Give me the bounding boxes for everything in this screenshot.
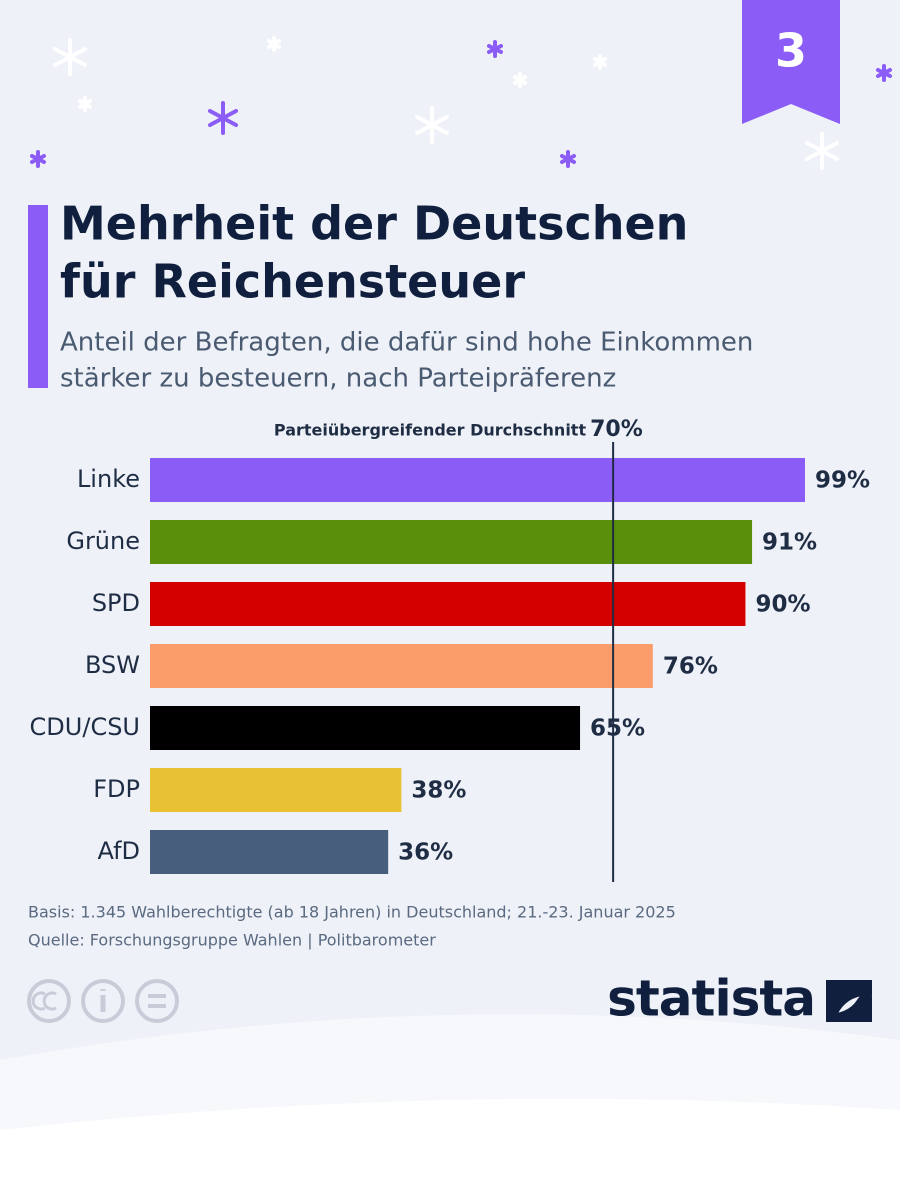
value-label: 99% (815, 468, 870, 494)
value-label: 38% (411, 778, 466, 804)
value-label: 76% (663, 654, 718, 680)
bar (150, 706, 581, 750)
value-label: 36% (398, 840, 453, 866)
bar (150, 830, 389, 874)
bar (150, 768, 402, 812)
category-label: AfD (98, 837, 141, 865)
decoration-stars (53, 36, 839, 170)
badge-number: 3 (775, 24, 807, 78)
chart-subtitle: Anteil der Befragten, die dafür sind hoh… (60, 328, 753, 358)
logo-text: statista (607, 970, 815, 1028)
badge-ribbon (742, 0, 840, 124)
reference-value-label: 70% (590, 417, 643, 442)
license-icons (27, 979, 179, 1023)
category-label: BSW (85, 651, 140, 679)
chart-title: Mehrheit der Deutschen (60, 197, 688, 251)
category-label: SPD (92, 589, 140, 617)
category-label: FDP (93, 775, 140, 803)
category-label: CDU/CSU (30, 713, 140, 741)
title-accent (28, 205, 48, 388)
value-label: 90% (755, 592, 810, 618)
bar (150, 520, 753, 564)
bar (150, 644, 653, 688)
chart-title: für Reichensteuer (60, 255, 525, 309)
note: Basis: 1.345 Wahlberechtigte (ab 18 Jahr… (28, 903, 676, 922)
background-wave (0, 1098, 900, 1200)
decoration-stars (30, 40, 892, 168)
reference-label: Parteiübergreifender Durchschnitt (274, 421, 587, 440)
chart-subtitle: stärker zu besteuern, nach Parteipräfere… (60, 364, 616, 394)
value-label: 91% (762, 530, 817, 556)
logo-mark (826, 980, 872, 1022)
bar (150, 582, 746, 626)
category-label: Linke (77, 465, 140, 493)
category-label: Grüne (66, 527, 140, 555)
value-label: 65% (590, 716, 645, 742)
bar (150, 458, 805, 502)
note: Quelle: Forschungsgruppe Wahlen | Politb… (28, 931, 436, 950)
